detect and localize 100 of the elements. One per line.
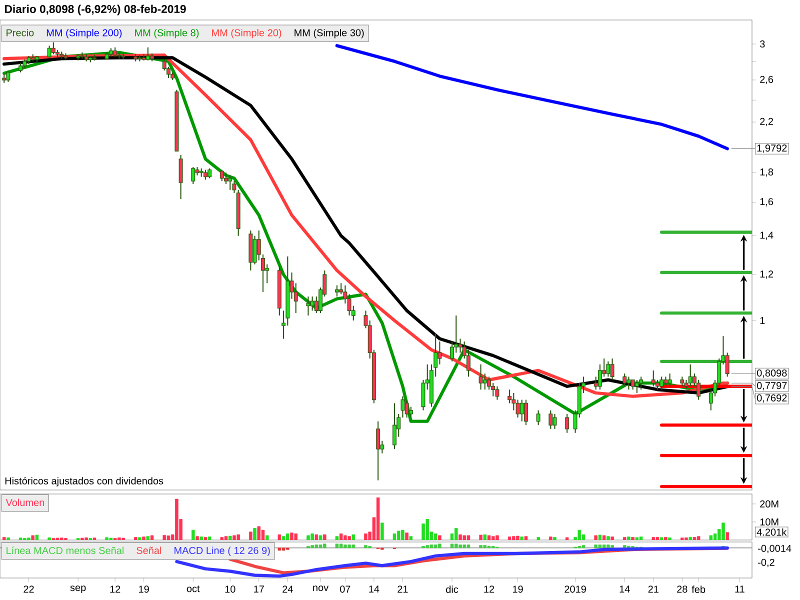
x-tick-label: 12 — [484, 586, 494, 593]
x-tick-label: feb — [692, 586, 706, 593]
candlestick — [458, 338, 462, 354]
bar — [253, 528, 256, 540]
bar — [491, 536, 495, 540]
bar — [726, 532, 729, 540]
x-tick-label: 22 — [24, 586, 34, 593]
data-label: 0,7692 — [757, 394, 787, 403]
bar — [364, 533, 368, 540]
y-tick-label: 3 — [760, 40, 765, 48]
bar — [524, 536, 528, 540]
candlestick — [392, 402, 396, 450]
candlestick — [664, 376, 668, 387]
text: MM (Simple 200) — [46, 28, 122, 38]
x-tick-label: 07 — [340, 586, 350, 593]
y-tick-label: 1,4 — [760, 232, 774, 240]
bar — [257, 526, 261, 540]
candlestick — [536, 410, 540, 426]
x-tick-label: 11 — [735, 586, 744, 592]
candlestick — [203, 169, 208, 180]
bar — [228, 536, 232, 540]
bar — [409, 536, 413, 540]
candlestick — [220, 169, 224, 182]
series-label: MACD Line ( 12 26 9) — [174, 546, 270, 556]
candlestick — [347, 294, 352, 316]
line-series — [335, 44, 729, 150]
candlestick — [520, 399, 524, 422]
bar — [553, 537, 556, 540]
bar — [310, 533, 314, 540]
bar — [713, 533, 717, 540]
x-tick-label: 12 — [110, 586, 120, 593]
candlestick — [524, 399, 528, 426]
bar — [352, 534, 356, 540]
candlestick — [6, 70, 10, 82]
y-tick-label: 1,2 — [760, 270, 774, 279]
bar — [204, 536, 208, 540]
x-tick-label: nov — [313, 586, 329, 592]
x-tick-label: 2019 — [564, 586, 586, 593]
x-tick-label: 19 — [512, 586, 523, 593]
candlestick — [47, 45, 52, 58]
bar — [84, 537, 88, 540]
bar — [479, 534, 482, 540]
series-label: MM (Simple 8) — [135, 28, 199, 38]
bar — [483, 534, 487, 540]
bar — [286, 533, 290, 540]
bar — [376, 497, 380, 540]
bar — [134, 537, 138, 540]
annotation: Históricos ajustados con dividendos — [5, 476, 164, 486]
text: -0,2 — [758, 558, 774, 568]
candlestick — [610, 358, 614, 380]
bar — [138, 537, 142, 540]
bar — [175, 498, 178, 540]
y-tick-label: 2,6 — [760, 76, 774, 84]
bar — [314, 534, 318, 540]
x-tick-label: dic — [446, 586, 458, 593]
bar — [322, 534, 326, 540]
candlestick — [630, 379, 635, 390]
data-label: 1,9792 — [757, 144, 787, 153]
candlestick — [121, 52, 126, 60]
bar — [668, 537, 672, 540]
candlestick — [146, 46, 150, 61]
candlestick — [684, 379, 688, 390]
text: Volumen — [6, 498, 44, 506]
text: -0,0014 — [758, 544, 792, 554]
candlestick — [228, 174, 232, 190]
candlestick — [178, 154, 183, 200]
x-tick-label: sep — [70, 586, 86, 594]
candlestick — [310, 296, 314, 312]
data-label: 0,7797 — [757, 382, 787, 390]
candlestick — [408, 406, 413, 418]
text: Señal — [136, 546, 162, 554]
bar — [392, 533, 396, 540]
x-tick-label: oct — [186, 586, 200, 592]
bar — [582, 534, 586, 540]
candlestick — [606, 360, 610, 378]
y-tick-label: 20M — [760, 500, 778, 508]
bar — [146, 536, 150, 540]
x-tick-label: 10 — [225, 586, 236, 593]
bar — [348, 536, 351, 540]
candlestick — [651, 370, 656, 387]
x-tick-label: 14 — [620, 586, 630, 592]
x-tick-label: 21 — [398, 586, 408, 593]
candlestick — [376, 420, 380, 481]
candlestick — [421, 379, 426, 411]
x-tick-label: 21 — [648, 586, 658, 593]
y-tick-label: 1,8 — [760, 168, 774, 177]
bar — [656, 536, 660, 540]
text: 4.201k — [756, 528, 787, 536]
candlestick — [208, 168, 212, 179]
candlestick — [224, 172, 228, 185]
candlestick — [660, 376, 664, 390]
y-tick-label: 1,6 — [760, 198, 774, 206]
bar — [565, 537, 569, 540]
candlestick — [622, 373, 627, 387]
bar — [664, 537, 668, 540]
bar — [606, 536, 610, 540]
bar — [434, 533, 438, 540]
candlestick — [478, 364, 483, 390]
x-tick-label: 28 — [677, 586, 688, 593]
bar — [249, 532, 252, 540]
